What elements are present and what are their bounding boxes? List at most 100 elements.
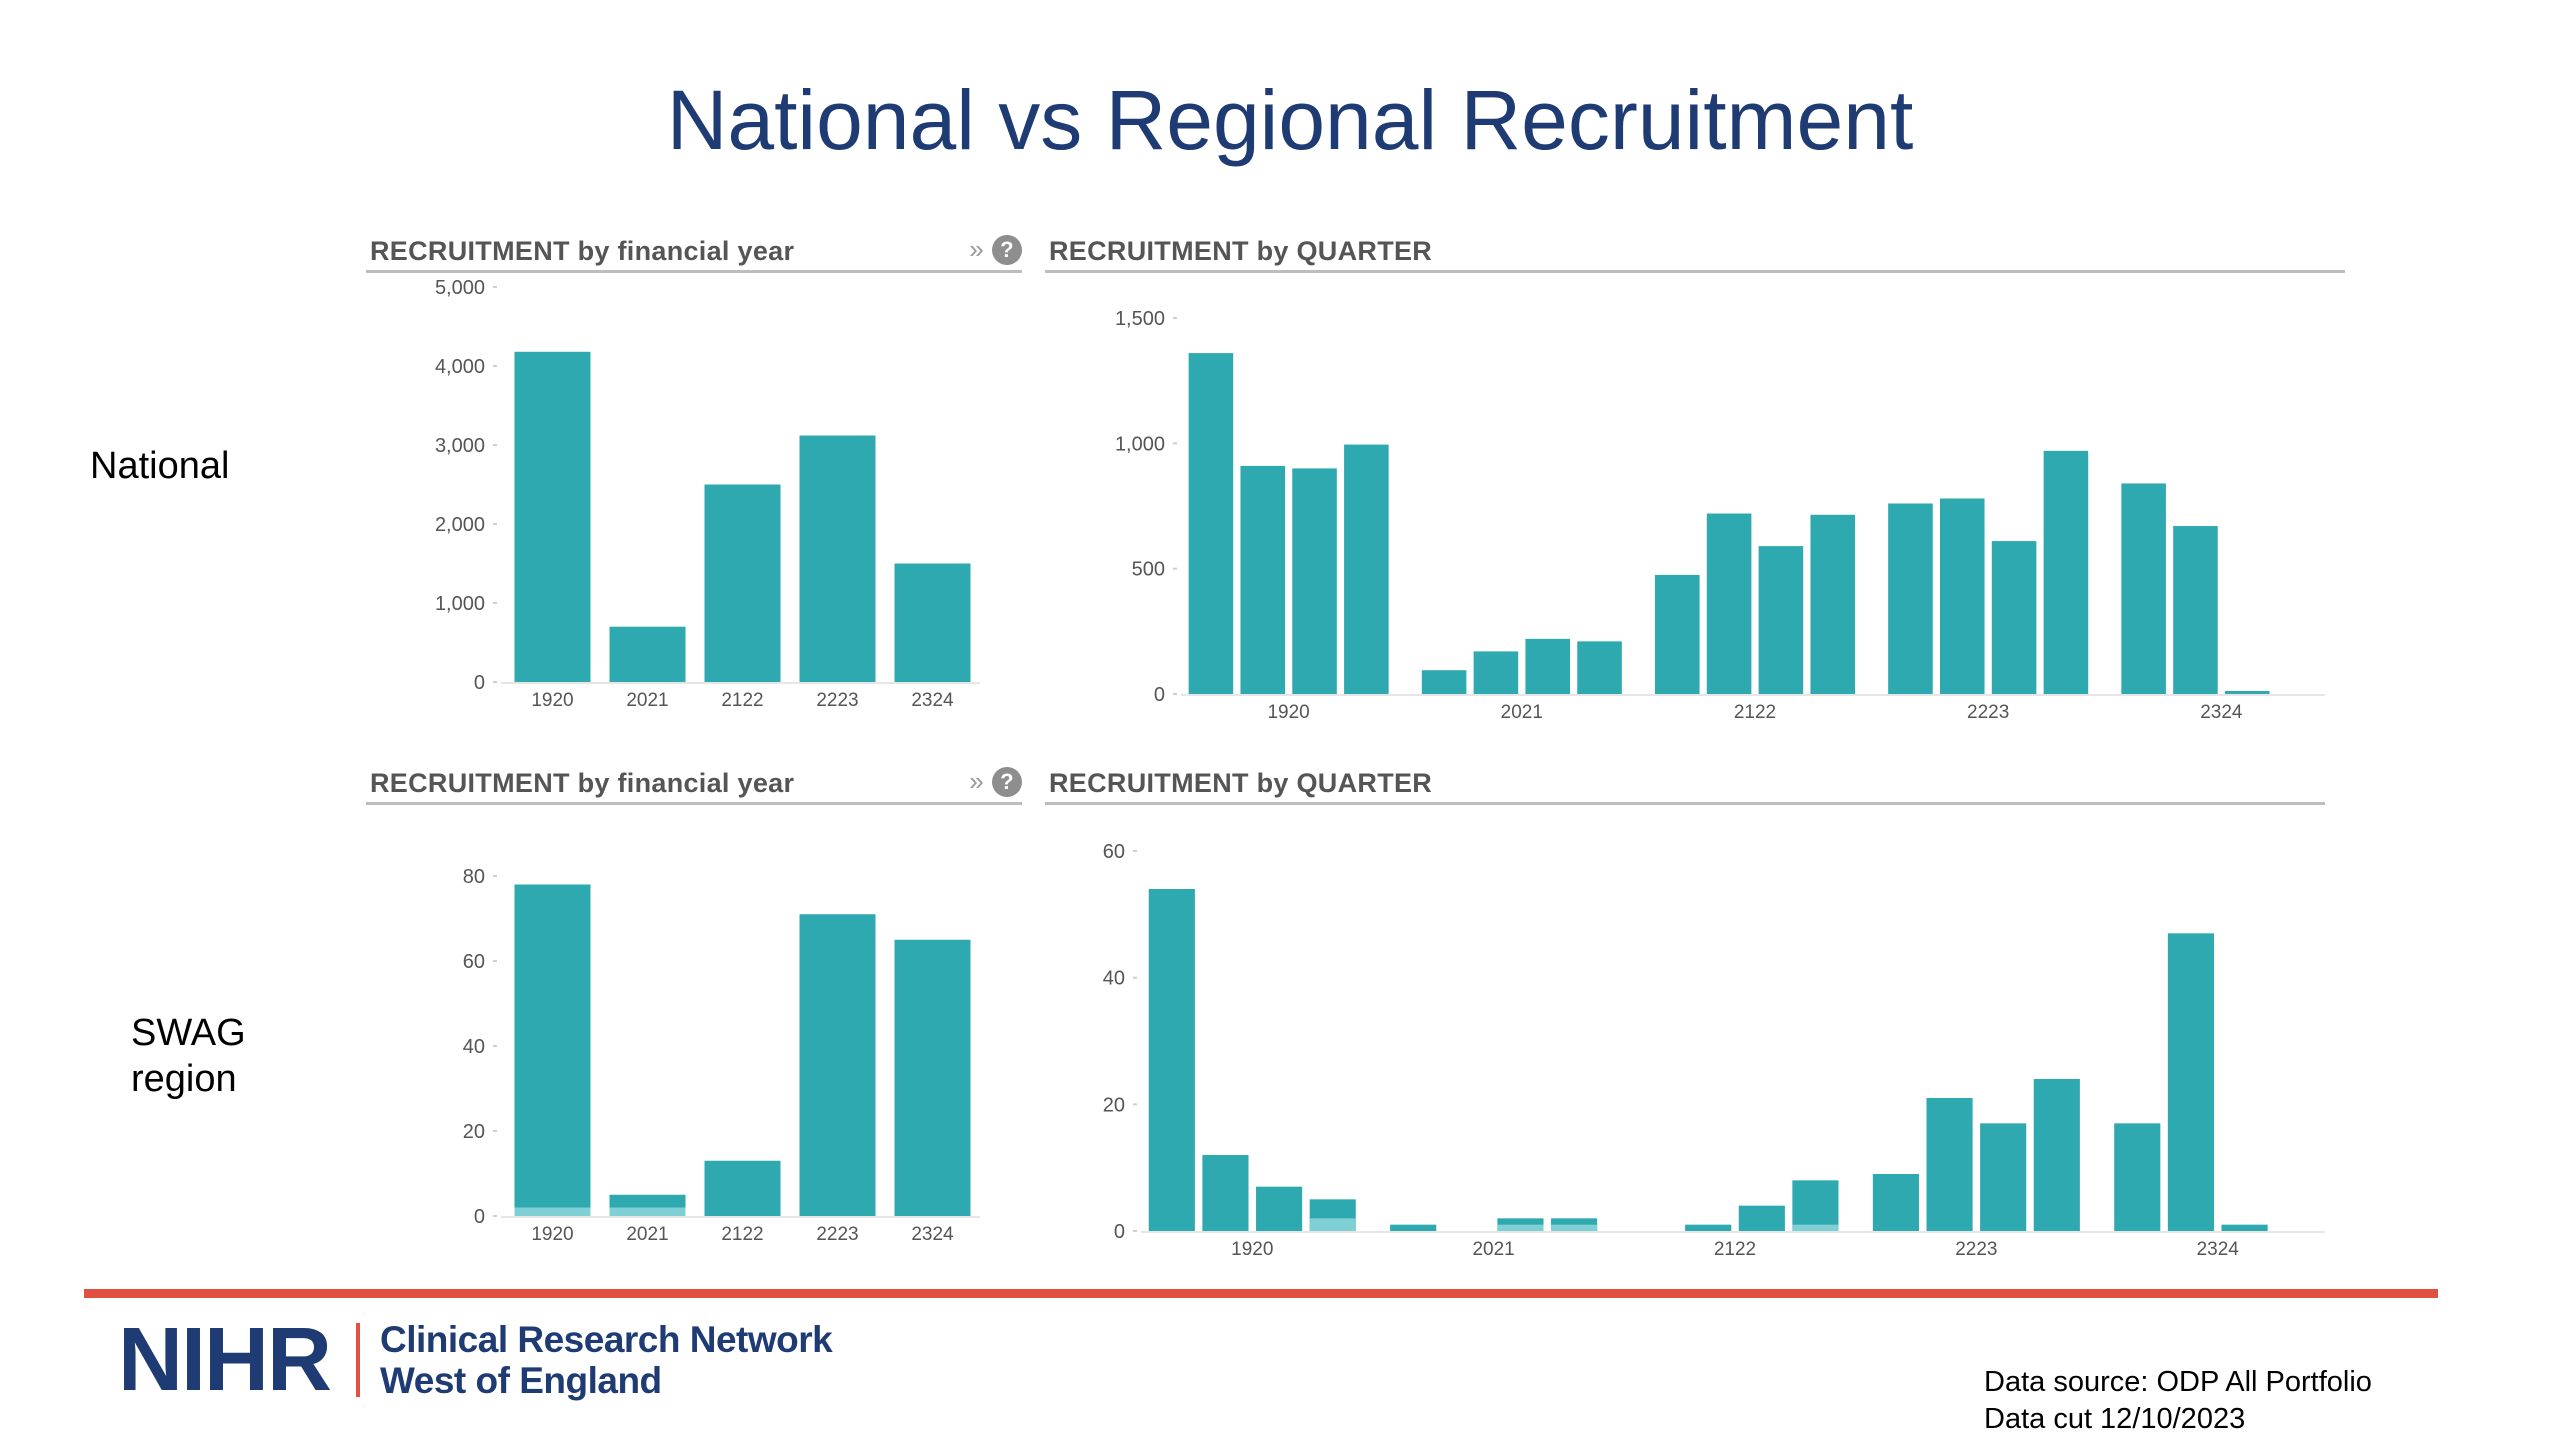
x-tick-label: 2021 <box>1472 1239 1514 1260</box>
double-chevron-right-icon[interactable]: » <box>969 766 984 796</box>
bar[interactable] <box>1654 574 1700 694</box>
bar[interactable] <box>2173 526 2218 694</box>
bar[interactable] <box>1980 1123 2027 1231</box>
bar-secondary[interactable] <box>514 1207 591 1217</box>
bar[interactable] <box>1706 513 1752 694</box>
slide-title: National vs Regional Recruitment <box>666 73 1914 167</box>
bar-secondary[interactable] <box>1309 1218 1356 1231</box>
bar[interactable] <box>1202 1155 1249 1231</box>
y-tick-label: 60 <box>1103 841 1125 863</box>
logo-separator <box>356 1323 360 1397</box>
bar[interactable] <box>2167 933 2214 1231</box>
x-tick-label: 2324 <box>911 1224 954 1245</box>
bar[interactable] <box>2224 691 2270 694</box>
row-label-national: National <box>90 443 229 489</box>
panel-header-title: RECRUITMENT by financial year <box>370 236 795 266</box>
bar[interactable] <box>799 435 876 682</box>
x-tick-label: 2122 <box>1714 1239 1756 1260</box>
x-tick-label: 2324 <box>911 690 954 711</box>
bar[interactable] <box>2221 1224 2268 1231</box>
y-tick-label: 1,000 <box>1115 433 1165 455</box>
bar[interactable] <box>1292 468 1337 694</box>
y-tick-label: 5,000 <box>435 277 485 299</box>
bar-secondary[interactable] <box>609 1207 686 1217</box>
bar[interactable] <box>1792 1180 1839 1231</box>
bar[interactable] <box>1188 353 1234 694</box>
panel-header-icons: » ? <box>969 234 1022 265</box>
row-label-line: National <box>90 445 230 487</box>
bar[interactable] <box>1939 498 1985 694</box>
question-circle-icon[interactable]: ? <box>992 234 1022 265</box>
x-tick-label: 2122 <box>721 1224 763 1245</box>
nihr-logo: NIHR Clinical Research Network West of E… <box>118 1310 833 1410</box>
bar[interactable] <box>1344 444 1389 694</box>
x-tick-label: 2324 <box>2197 1239 2240 1260</box>
x-tick-label: 1920 <box>1267 702 1309 723</box>
panel-header-title: RECRUITMENT by financial year <box>370 768 795 798</box>
bar[interactable] <box>1256 1186 1303 1231</box>
logo-line: Clinical Research Network <box>380 1319 833 1360</box>
bar-secondary[interactable] <box>1792 1224 1839 1231</box>
bar[interactable] <box>2033 1079 2080 1231</box>
y-tick-label: 2,000 <box>435 514 485 536</box>
bar[interactable] <box>1390 1224 1437 1231</box>
logo-wordmark: NIHR <box>118 1310 332 1410</box>
y-tick-label: 60 <box>463 951 485 973</box>
x-tick-label: 2223 <box>816 690 858 711</box>
y-tick-label: 0 <box>1154 684 1165 706</box>
bar[interactable] <box>1685 1224 1732 1231</box>
bar[interactable] <box>2121 483 2166 694</box>
logo-line: West of England <box>380 1360 662 1401</box>
bar[interactable] <box>1738 1205 1785 1231</box>
bar[interactable] <box>1926 1098 1973 1231</box>
x-tick-label: 2021 <box>626 1224 668 1245</box>
bar[interactable] <box>894 563 971 683</box>
bar[interactable] <box>514 351 591 682</box>
bar[interactable] <box>2043 450 2089 694</box>
bar[interactable] <box>1577 641 1622 694</box>
bar[interactable] <box>1421 670 1467 694</box>
double-chevron-right-icon[interactable]: » <box>969 234 984 264</box>
x-tick-label: 2021 <box>1501 702 1543 723</box>
national-quarter-chart: 0 500 1,000 1,500 1920 2021 2122 2223 2324 <box>1115 308 2325 723</box>
y-tick-label: 0 <box>1114 1221 1125 1243</box>
bar[interactable] <box>894 939 971 1216</box>
x-tick-label: 2223 <box>1955 1239 1997 1260</box>
y-tick-label: 20 <box>1103 1094 1125 1116</box>
bar[interactable] <box>514 884 591 1217</box>
bar[interactable] <box>609 626 686 682</box>
swag-fy-chart: 0 20 40 60 80 1920 2021 2122 2223 2324 <box>463 866 980 1245</box>
swag-quarter-chart: 0 20 40 60 1920 2021 2122 2223 2324 <box>1103 841 2325 1260</box>
row-label-swag: SWAG region <box>131 1010 246 1102</box>
x-tick-label: 1920 <box>531 1224 573 1245</box>
bar[interactable] <box>704 484 781 683</box>
panel-header-national-quarter: RECRUITMENT by QUARTER <box>1045 236 2345 273</box>
y-tick-label: 40 <box>1103 968 1125 990</box>
bar[interactable] <box>1240 465 1286 694</box>
bar[interactable] <box>2114 1123 2161 1231</box>
bar[interactable] <box>1810 514 1856 694</box>
x-tick-label: 2223 <box>1967 702 2009 723</box>
bar[interactable] <box>1473 651 1519 694</box>
bar[interactable] <box>1758 546 1804 694</box>
bar[interactable] <box>704 1160 781 1216</box>
y-tick-label: 0 <box>474 1206 485 1228</box>
bar[interactable] <box>1872 1174 1919 1231</box>
x-tick-label: 1920 <box>531 690 573 711</box>
source-line: Data cut 12/10/2023 <box>1984 1403 2246 1435</box>
y-tick-label: 1,000 <box>435 593 485 615</box>
bar[interactable] <box>1525 638 1571 694</box>
bar-secondary[interactable] <box>1551 1224 1598 1231</box>
x-tick-label: 2021 <box>626 690 668 711</box>
bar[interactable] <box>1991 541 2037 694</box>
bar[interactable] <box>799 914 876 1216</box>
question-circle-icon[interactable]: ? <box>992 766 1022 797</box>
bar-secondary[interactable] <box>1497 1224 1544 1231</box>
x-tick-label: 1920 <box>1231 1239 1273 1260</box>
bar[interactable] <box>1888 503 1933 694</box>
y-tick-label: 1,500 <box>1115 308 1165 330</box>
row-label-line: region <box>131 1058 237 1100</box>
y-tick-label: 20 <box>463 1121 485 1143</box>
bar[interactable] <box>1148 889 1195 1231</box>
panel-header-national-fy: RECRUITMENT by financial year » ? <box>366 234 1022 273</box>
